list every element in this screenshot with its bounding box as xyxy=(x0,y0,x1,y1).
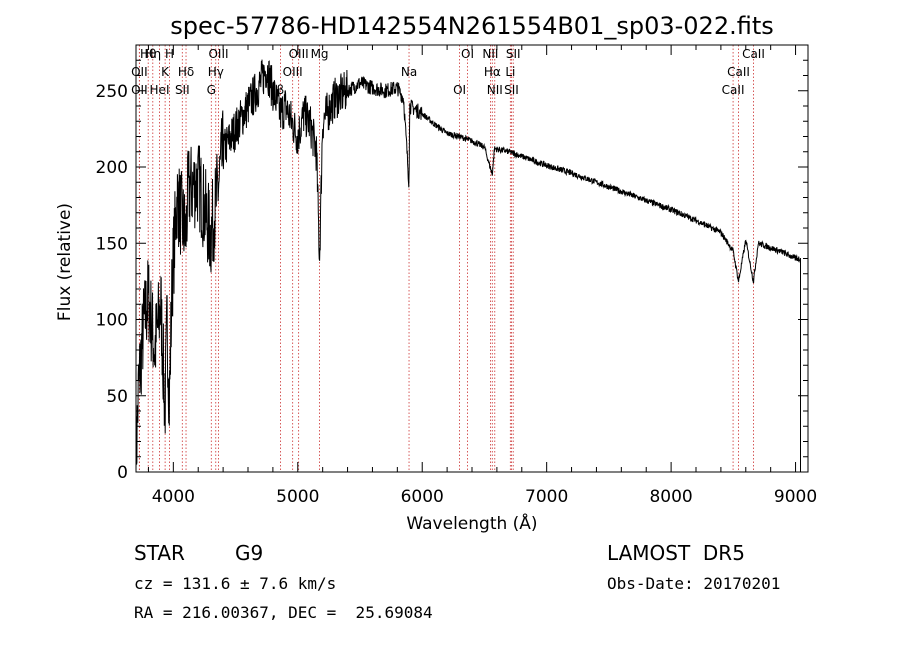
spectral-line-label: SII xyxy=(504,83,519,97)
x-tick-label: 4000 xyxy=(152,487,195,507)
spectral-line-label: SII xyxy=(175,83,190,97)
spectrum-chart: spec-57786-HD142554N261554B01_sp03-022.f… xyxy=(55,12,817,534)
spectral-line-label: K xyxy=(161,65,170,79)
spectral-line-label: Na xyxy=(401,65,417,79)
y-tick-label: 0 xyxy=(117,463,128,483)
spectrum-series-line xyxy=(135,59,801,473)
spectral-subclass: G9 xyxy=(235,541,264,565)
spectral-line-label: NII xyxy=(487,83,503,97)
redshift-velocity: cz = 131.6 ± 7.6 km/s xyxy=(134,574,337,593)
x-tick-label: 5000 xyxy=(276,487,319,507)
observation-date: Obs-Date: 20170201 xyxy=(607,574,781,593)
survey-release: LAMOST DR5 xyxy=(607,541,745,565)
spectral-line-label: Li xyxy=(505,65,515,79)
spectral-line-label: HeI xyxy=(150,83,170,97)
x-axis-ticks: 4000 5000 6000 7000 8000 9000 xyxy=(147,45,817,507)
x-tick-label: 7000 xyxy=(525,487,568,507)
y-tick-label: 250 xyxy=(96,82,128,102)
spectral-line-label: H xyxy=(165,47,174,61)
spectral-line-label: Hη xyxy=(144,47,161,61)
spectral-line-label: β xyxy=(277,83,285,97)
spectral-line-label: Hα xyxy=(484,65,501,79)
spectral-line-label: SII xyxy=(506,47,521,61)
spectral-line-label: OII xyxy=(131,65,148,79)
spectral-line-label: NII xyxy=(482,47,498,61)
y-axis-ticks: 0 50 100 150 200 250 xyxy=(96,44,808,483)
spectral-line-label: OI xyxy=(461,47,474,61)
spectral-line-label: OI xyxy=(453,83,466,97)
x-axis-label: Wavelength (Å) xyxy=(406,512,537,534)
spectral-line-label: Hγ xyxy=(208,65,224,79)
y-axis-label: Flux (relative) xyxy=(55,203,75,321)
spectral-line-label: Mg xyxy=(311,47,329,61)
spectral-line-label: OIII xyxy=(289,47,309,61)
spectral-line-label: CaII xyxy=(727,65,750,79)
y-tick-label: 50 xyxy=(106,387,128,407)
x-tick-label: 8000 xyxy=(649,487,692,507)
spectral-line-label: Hθ xyxy=(140,47,156,61)
coordinates: RA = 216.00367, DEC = 25.69084 xyxy=(134,603,433,622)
spectral-line-label: OIII xyxy=(283,65,303,79)
object-class: STAR xyxy=(134,541,185,565)
spectral-line-label: Hδ xyxy=(178,65,194,79)
spectral-line-label: CaII xyxy=(742,47,765,61)
spectral-line-label: G xyxy=(207,83,216,97)
spectral-line-label: OII xyxy=(131,83,148,97)
spectral-line-labels: Hθ OII OII HηK HeI H Hδ SII OIII Hγ G OIII OIII β Mg Na… xyxy=(131,47,765,97)
spectral-line-markers xyxy=(138,45,754,472)
x-tick-label: 6000 xyxy=(401,487,444,507)
spectral-line-label: CaII xyxy=(722,83,745,97)
x-tick-label: 9000 xyxy=(774,487,817,507)
y-tick-label: 200 xyxy=(96,158,128,178)
y-tick-label: 100 xyxy=(96,311,128,331)
y-tick-label: 150 xyxy=(96,234,128,254)
chart-title: spec-57786-HD142554N261554B01_sp03-022.f… xyxy=(170,12,774,40)
spectral-line-label: OIII xyxy=(208,47,228,61)
